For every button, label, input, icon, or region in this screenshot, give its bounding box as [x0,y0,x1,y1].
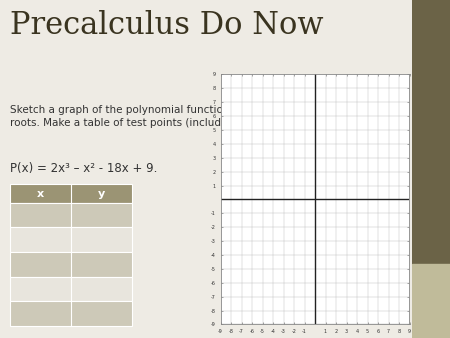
Bar [10,203,132,227]
Bar [10,184,132,203]
Bar [10,252,132,277]
Bar [10,301,132,326]
Bar [412,264,450,338]
Text: x: x [37,189,44,198]
Text: y: y [98,189,105,198]
Text: P(x) = 2x³ – x² - 18x + 9.: P(x) = 2x³ – x² - 18x + 9. [10,162,157,175]
Text: Sketch a graph of the polynomial function below by hand. Factor to find the
root: Sketch a graph of the polynomial functio… [10,105,405,128]
Text: Precalculus Do Now: Precalculus Do Now [10,10,324,41]
Bar [10,277,132,301]
Bar [10,227,132,252]
